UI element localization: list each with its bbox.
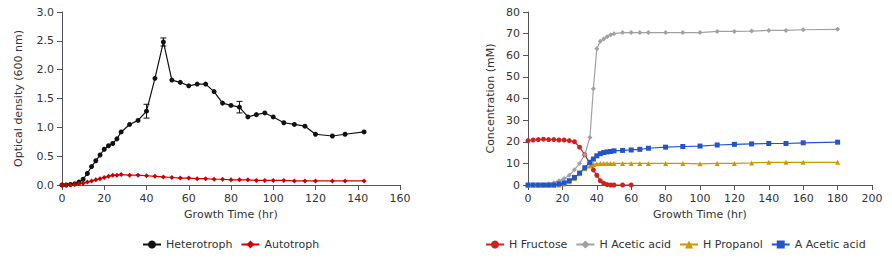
svg-text:1.0: 1.0 <box>37 121 55 134</box>
svg-text:0: 0 <box>513 179 520 192</box>
svg-text:1.5: 1.5 <box>37 92 55 105</box>
svg-text:3.0: 3.0 <box>37 6 55 19</box>
svg-text:Growth Time (hr): Growth Time (hr) <box>653 208 747 221</box>
svg-text:2.5: 2.5 <box>37 34 55 47</box>
svg-text:80: 80 <box>506 6 520 19</box>
svg-text:60: 60 <box>506 49 520 62</box>
svg-text:H Acetic acid: H Acetic acid <box>599 238 671 251</box>
svg-text:10: 10 <box>506 157 520 170</box>
svg-text:200: 200 <box>862 192 883 205</box>
svg-text:Autotroph: Autotroph <box>264 238 319 251</box>
svg-text:2.0: 2.0 <box>37 63 55 76</box>
svg-text:Optical density (600 nm): Optical density (600 nm) <box>12 30 25 167</box>
svg-text:120: 120 <box>305 192 326 205</box>
svg-text:40: 40 <box>590 192 604 205</box>
svg-text:180: 180 <box>827 192 848 205</box>
svg-text:100: 100 <box>263 192 284 205</box>
svg-text:70: 70 <box>506 27 520 40</box>
svg-text:80: 80 <box>224 192 238 205</box>
svg-text:60: 60 <box>182 192 196 205</box>
svg-text:0.5: 0.5 <box>37 150 55 163</box>
svg-text:20: 20 <box>506 135 520 148</box>
svg-text:0.0: 0.0 <box>37 179 55 192</box>
svg-text:160: 160 <box>390 192 411 205</box>
svg-text:Growth Time (hr): Growth Time (hr) <box>184 208 278 221</box>
svg-text:40: 40 <box>506 92 520 105</box>
svg-text:Heterotroph: Heterotroph <box>166 238 232 251</box>
svg-text:140: 140 <box>758 192 779 205</box>
svg-text:A Acetic acid: A Acetic acid <box>795 238 866 251</box>
svg-text:160: 160 <box>793 192 814 205</box>
svg-text:100: 100 <box>690 192 711 205</box>
svg-text:80: 80 <box>659 192 673 205</box>
svg-text:H Fructose: H Fructose <box>509 238 568 251</box>
svg-text:H Propanol: H Propanol <box>703 238 763 251</box>
svg-text:30: 30 <box>506 114 520 127</box>
svg-text:0: 0 <box>59 192 66 205</box>
svg-text:50: 50 <box>506 70 520 83</box>
svg-text:120: 120 <box>724 192 745 205</box>
svg-text:20: 20 <box>97 192 111 205</box>
svg-text:20: 20 <box>555 192 569 205</box>
svg-text:40: 40 <box>140 192 154 205</box>
svg-text:60: 60 <box>624 192 638 205</box>
svg-text:0: 0 <box>525 192 532 205</box>
svg-text:Concentration (mM): Concentration (mM) <box>484 43 497 153</box>
svg-text:140: 140 <box>347 192 368 205</box>
